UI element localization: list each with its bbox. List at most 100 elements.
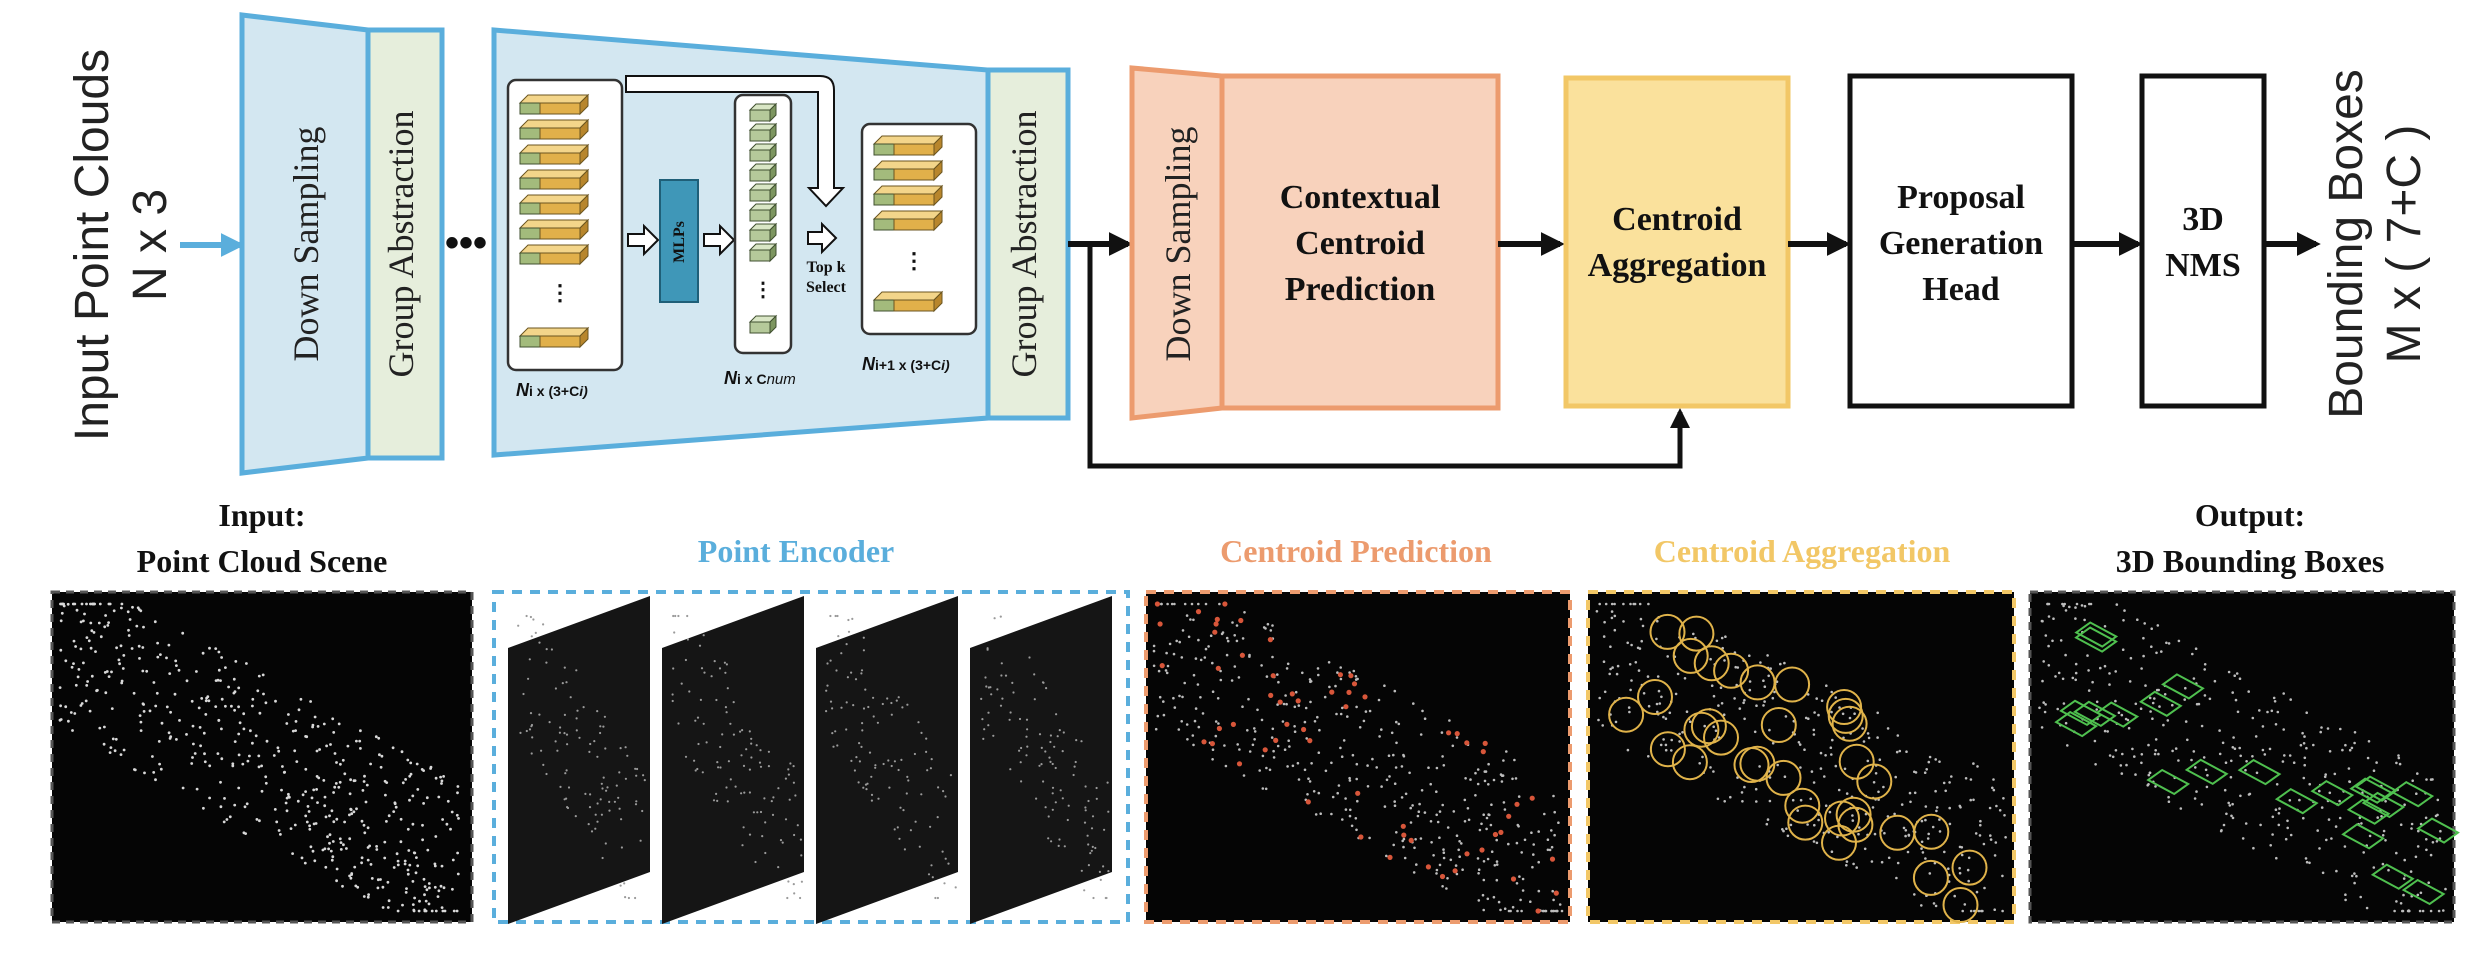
point [1281,720,1285,723]
point [314,822,318,825]
point [1291,764,1295,768]
point [2139,707,2143,710]
point [1364,710,1368,713]
point [561,682,564,685]
point [1798,743,1802,746]
point [831,707,834,710]
point [623,882,626,885]
point [1237,676,1241,679]
point [986,648,989,651]
point [697,742,700,746]
point [890,713,893,716]
point [1435,790,1438,793]
point [1273,737,1279,744]
point [826,684,829,687]
point [285,722,289,725]
point [890,701,893,705]
point [1516,909,1519,913]
point [2200,724,2204,728]
point [1773,690,1776,694]
point [1616,664,1620,668]
point [135,624,139,628]
point [1864,812,1868,816]
point [729,722,732,725]
point [103,625,107,629]
point [1670,749,1673,752]
point [1258,769,1261,772]
point [792,781,796,784]
point [606,786,609,789]
point [92,602,96,606]
point [1514,777,1518,780]
point [1978,834,1982,837]
point [406,868,410,872]
point [411,880,415,883]
point [192,742,195,746]
point [434,909,438,913]
point [387,899,391,903]
point [1454,731,1460,737]
point [1762,679,1765,682]
point [1241,637,1245,640]
point [154,778,157,782]
point [1446,826,1450,829]
point [313,859,317,863]
point [452,909,456,913]
point [360,819,364,823]
point [1271,624,1274,627]
point [415,856,418,859]
point [789,762,792,765]
point [1781,828,1784,831]
point [1049,760,1052,764]
point [2158,705,2161,708]
point [1934,904,1938,908]
point [1035,797,1038,800]
point [2087,669,2090,672]
group-abstraction-box-2 [985,67,1071,421]
point [2192,677,2196,680]
point [1640,639,1643,643]
point [1220,632,1224,636]
point [1716,797,1720,801]
point [230,704,233,708]
point [1863,847,1867,851]
point [2206,774,2209,777]
scene-input-points [58,602,460,913]
point [1521,877,1525,881]
point [767,765,771,768]
aggregation-circle [1837,806,1874,843]
point [937,786,940,789]
point [1791,798,1795,802]
point [1973,909,1976,913]
point [1074,760,1077,764]
point [1354,817,1358,820]
point [434,776,438,780]
point [1091,845,1094,849]
point [2074,671,2078,675]
point [1368,709,1372,713]
point [2131,747,2134,751]
point [1550,909,1553,913]
point [1047,837,1050,840]
point [2282,728,2285,731]
point [1216,697,1220,700]
point [834,614,837,618]
point [727,760,731,763]
point [2167,795,2170,799]
point [1861,727,1864,730]
point [861,729,864,732]
point [1550,829,1553,832]
point [436,895,440,898]
point [1806,823,1809,826]
point [222,820,226,824]
point [1162,700,1165,703]
point [2303,735,2306,738]
point [600,782,603,785]
point [563,666,566,669]
point [1862,740,1866,743]
point [1429,820,1433,823]
point [94,650,97,653]
point [990,693,993,696]
point [1168,642,1172,646]
point [1886,727,1890,730]
